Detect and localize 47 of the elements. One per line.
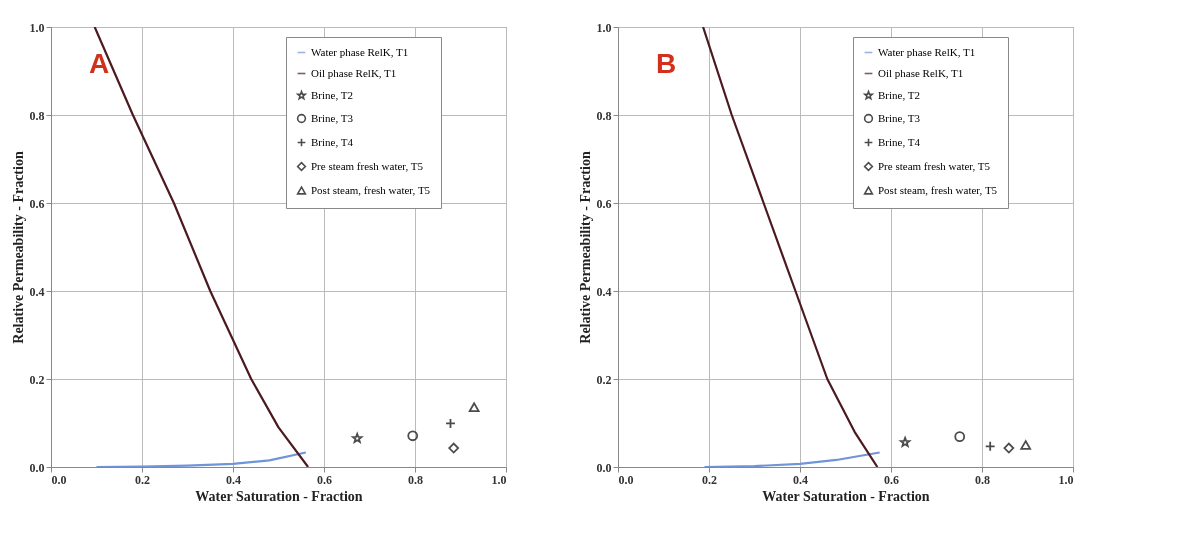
x-tick-label: 0.2 [135,472,150,487]
x-tick-label: 0.6 [884,472,899,487]
line-series [95,451,307,467]
line-series [703,451,881,467]
legend-label: Post steam, fresh water, T5 [878,183,998,196]
y-axis-title: Relative Permeability - Fraction [10,151,26,344]
x-tick-label: 0.8 [408,472,423,487]
y-tick-label: 0.0 [29,460,45,475]
legend-label: Water phase RelK, T1 [878,45,976,58]
y-tick-label: 1.0 [29,20,45,35]
x-tick-label: 0.0 [51,472,67,487]
legend-label: Brine, T3 [311,111,354,124]
legend-label: Brine, T4 [878,135,921,148]
y-axis-title: Relative Permeability - Fraction [577,151,593,344]
x-axis-title: Water Saturation - Fraction [762,488,930,504]
y-tick-label: 0.2 [596,372,612,387]
y-tick-label: 0.4 [29,284,45,299]
legend-label: Water phase RelK, T1 [311,45,409,58]
x-tick-label: 0.4 [226,472,241,487]
annotation: B [655,48,677,79]
legend-label: Oil phase RelK, T1 [878,66,964,79]
y-tick-label: 0.8 [29,108,45,123]
x-tick-label: 0.8 [975,472,990,487]
y-tick-label: 0.8 [596,108,612,123]
x-tick-label: 1.0 [491,472,507,487]
legend-label: Post steam, fresh water, T5 [311,183,431,196]
y-tick-label: 0.2 [29,372,45,387]
x-tick-label: 0.4 [793,472,808,487]
x-tick-label: 1.0 [1058,472,1074,487]
legend-label: Oil phase RelK, T1 [311,66,397,79]
y-tick-label: 1.0 [596,20,612,35]
line-series [701,27,879,467]
legend-label: Brine, T2 [878,88,920,101]
x-tick-label: 0.0 [618,472,634,487]
legend-label: Brine, T4 [311,135,354,148]
x-axis-title: Water Saturation - Fraction [195,488,363,504]
x-tick-label: 0.6 [317,472,332,487]
x-tick-label: 0.2 [702,472,717,487]
legend-label: Pre steam fresh water, T5 [311,159,424,172]
annotation: A [88,48,110,79]
legend-label: Brine, T3 [878,111,921,124]
y-tick-label: 0.6 [29,196,45,211]
y-tick-label: 0.4 [596,284,612,299]
legend-label: Brine, T2 [311,88,353,101]
legend-label: Pre steam fresh water, T5 [878,159,991,172]
y-tick-label: 0.6 [596,196,612,211]
y-tick-label: 0.0 [596,460,612,475]
